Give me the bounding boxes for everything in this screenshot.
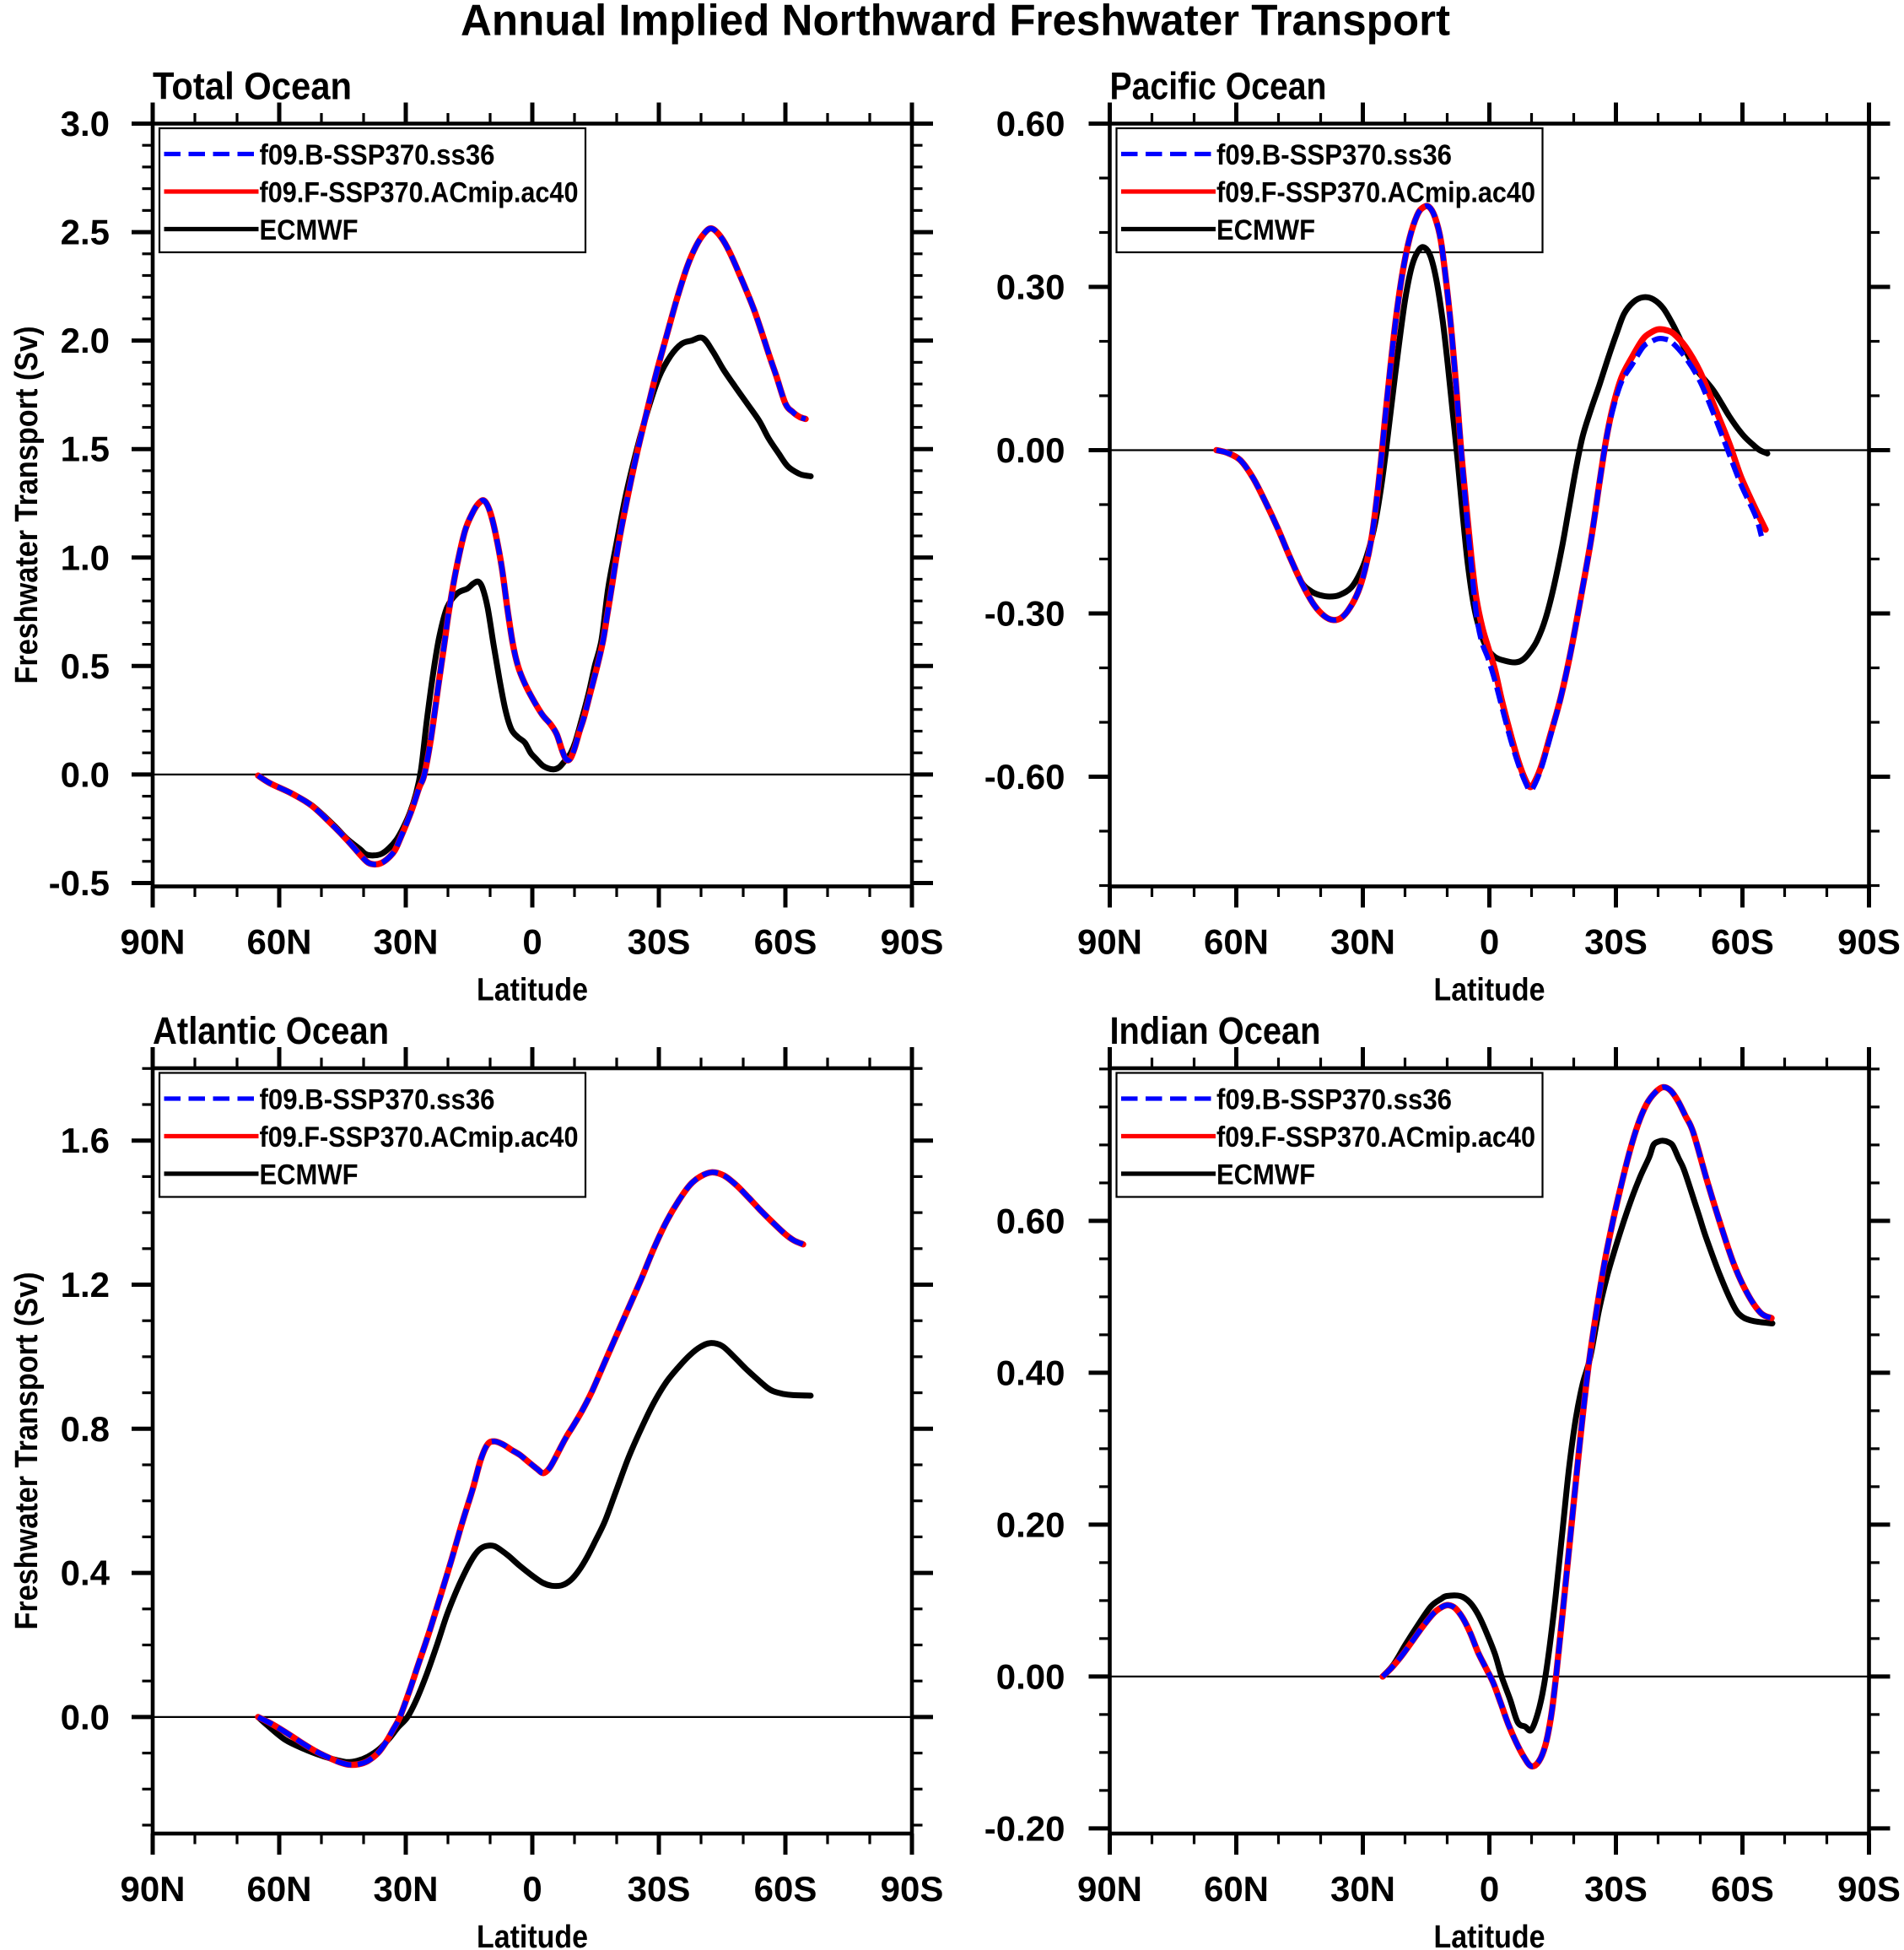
svg-text:0.5: 0.5 [61, 646, 110, 686]
svg-text:2.5: 2.5 [61, 213, 110, 252]
svg-text:0: 0 [522, 922, 542, 962]
svg-text:90N: 90N [120, 1869, 185, 1909]
svg-text:0: 0 [1480, 1869, 1499, 1909]
svg-text:f09.F-SSP370.ACmip.ac40: f09.F-SSP370.ACmip.ac40 [1216, 177, 1535, 209]
svg-text:Latitude: Latitude [1434, 973, 1545, 1008]
svg-text:f09.F-SSP370.ACmip.ac40: f09.F-SSP370.ACmip.ac40 [260, 177, 579, 209]
svg-text:Pacific Ocean: Pacific Ocean [1110, 65, 1327, 108]
svg-text:2.0: 2.0 [61, 321, 110, 360]
svg-text:90S: 90S [881, 1869, 944, 1909]
svg-text:90S: 90S [1837, 1869, 1901, 1909]
svg-text:90S: 90S [881, 922, 944, 962]
svg-text:60S: 60S [754, 922, 817, 962]
svg-text:0.0: 0.0 [61, 1697, 110, 1737]
svg-text:0.4: 0.4 [61, 1553, 111, 1593]
svg-text:ECMWF: ECMWF [260, 214, 359, 246]
svg-text:f09.F-SSP370.ACmip.ac40: f09.F-SSP370.ACmip.ac40 [1216, 1121, 1535, 1153]
svg-text:90N: 90N [1077, 1869, 1142, 1909]
svg-text:ECMWF: ECMWF [1216, 214, 1315, 246]
svg-text:Total Ocean: Total Ocean [153, 65, 352, 108]
svg-text:30N: 30N [1330, 922, 1395, 962]
svg-text:60N: 60N [246, 922, 311, 962]
svg-text:60S: 60S [1711, 1869, 1774, 1909]
svg-text:ECMWF: ECMWF [1216, 1159, 1315, 1191]
svg-text:90N: 90N [1077, 922, 1142, 962]
svg-text:-0.60: -0.60 [984, 757, 1065, 797]
svg-text:0.60: 0.60 [996, 104, 1065, 143]
svg-text:0: 0 [522, 1869, 542, 1909]
svg-text:Freshwater Transport (Sv): Freshwater Transport (Sv) [9, 327, 45, 684]
svg-text:30S: 30S [1584, 1869, 1648, 1909]
svg-text:90S: 90S [1837, 922, 1901, 962]
svg-text:Latitude: Latitude [477, 1920, 588, 1950]
svg-text:30S: 30S [1584, 922, 1648, 962]
svg-text:90N: 90N [120, 922, 185, 962]
svg-text:0.20: 0.20 [996, 1504, 1065, 1544]
svg-text:60S: 60S [1711, 922, 1774, 962]
svg-text:0: 0 [1480, 922, 1499, 962]
svg-text:Latitude: Latitude [1434, 1920, 1545, 1950]
svg-text:f09.B-SSP370.ss36: f09.B-SSP370.ss36 [260, 139, 495, 171]
svg-text:Freshwater Transport (Sv): Freshwater Transport (Sv) [9, 1272, 45, 1630]
svg-text:Latitude: Latitude [477, 973, 588, 1008]
svg-text:0.00: 0.00 [996, 1656, 1065, 1696]
svg-text:Annual Implied Northward Fresh: Annual Implied Northward Freshwater Tran… [461, 0, 1450, 46]
svg-text:30N: 30N [373, 922, 438, 962]
svg-text:f09.B-SSP370.ss36: f09.B-SSP370.ss36 [260, 1084, 495, 1116]
svg-text:60N: 60N [1204, 1869, 1269, 1909]
svg-text:f09.B-SSP370.ss36: f09.B-SSP370.ss36 [1216, 1084, 1452, 1116]
svg-text:30S: 30S [628, 1869, 691, 1909]
svg-text:30S: 30S [628, 922, 691, 962]
svg-text:-0.20: -0.20 [984, 1808, 1065, 1848]
svg-text:Indian Ocean: Indian Ocean [1110, 1009, 1321, 1052]
svg-text:3.0: 3.0 [61, 104, 110, 143]
svg-text:Atlantic Ocean: Atlantic Ocean [153, 1009, 389, 1052]
svg-text:-0.30: -0.30 [984, 594, 1065, 634]
svg-text:1.5: 1.5 [61, 429, 110, 469]
svg-text:0.30: 0.30 [996, 267, 1065, 307]
svg-text:0.8: 0.8 [61, 1409, 110, 1449]
svg-text:0.60: 0.60 [996, 1201, 1065, 1240]
svg-text:60N: 60N [1204, 922, 1269, 962]
svg-text:30N: 30N [1330, 1869, 1395, 1909]
svg-text:f09.F-SSP370.ACmip.ac40: f09.F-SSP370.ACmip.ac40 [260, 1121, 579, 1153]
svg-text:f09.B-SSP370.ss36: f09.B-SSP370.ss36 [1216, 139, 1452, 171]
svg-text:0.40: 0.40 [996, 1353, 1065, 1392]
svg-text:60N: 60N [246, 1869, 311, 1909]
svg-text:1.0: 1.0 [61, 537, 110, 577]
svg-text:ECMWF: ECMWF [260, 1159, 359, 1191]
svg-text:1.6: 1.6 [61, 1121, 110, 1160]
svg-text:0.0: 0.0 [61, 754, 110, 794]
svg-text:0.00: 0.00 [996, 430, 1065, 470]
svg-text:30N: 30N [373, 1869, 438, 1909]
svg-text:1.2: 1.2 [61, 1265, 110, 1305]
svg-text:-0.5: -0.5 [49, 863, 110, 903]
svg-text:60S: 60S [754, 1869, 817, 1909]
